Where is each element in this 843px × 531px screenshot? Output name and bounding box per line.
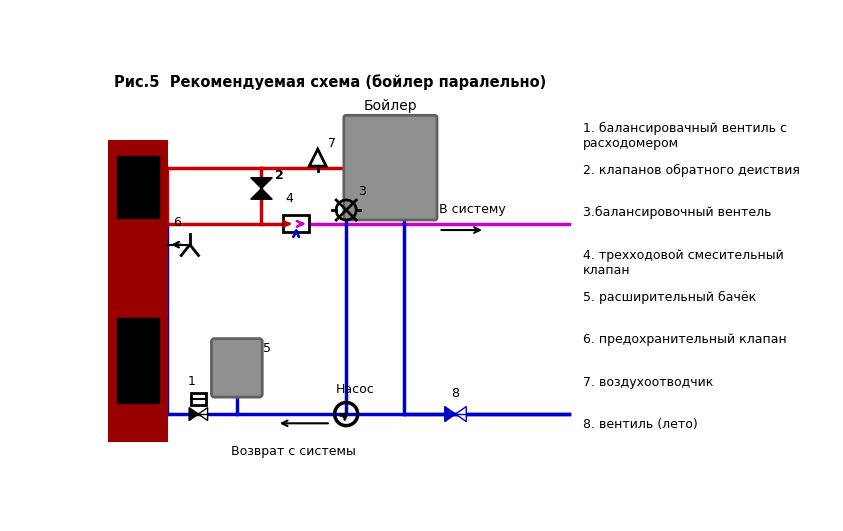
Polygon shape [445,407,455,422]
Polygon shape [189,408,198,421]
Text: Возврат с системы: Возврат с системы [231,445,357,458]
Text: 3: 3 [358,185,367,198]
Text: В систему: В систему [438,203,505,216]
Text: 5: 5 [263,341,271,355]
FancyBboxPatch shape [212,339,262,397]
Text: 2: 2 [276,169,284,182]
Text: Рис.5  Рекомендуемая схема (бойлер паралельно): Рис.5 Рекомендуемая схема (бойлер парале… [114,74,546,90]
Text: Насос: Насос [336,382,374,396]
Text: Бойлер: Бойлер [363,99,417,113]
Bar [109,141,167,441]
Text: 6. предохранительный клапан: 6. предохранительный клапан [583,333,787,346]
Text: 8: 8 [451,387,459,400]
Text: 3.балансировочный вентель: 3.балансировочный вентель [583,206,772,219]
Polygon shape [309,149,326,166]
Text: 7. воздухоотводчик: 7. воздухоотводчик [583,375,714,389]
Text: 1. балансировачный вентиль с
расходомером: 1. балансировачный вентиль с расходомеро… [583,122,787,150]
FancyBboxPatch shape [344,115,437,220]
Polygon shape [455,407,466,422]
Text: 5. расширительный бачёк: 5. расширительный бачёк [583,291,757,304]
Text: 4. трехходовой смесительный
клапан: 4. трехходовой смесительный клапан [583,249,784,277]
Polygon shape [250,189,272,199]
Text: 8. вентиль (лето): 8. вентиль (лето) [583,418,698,431]
Bar [116,156,159,218]
Polygon shape [250,178,272,189]
Bar [191,392,206,405]
Text: 6: 6 [173,216,180,229]
Text: 7: 7 [329,137,336,150]
Polygon shape [198,408,207,421]
Text: 1: 1 [187,375,196,388]
Bar [283,216,309,233]
Text: 2. клапанов обратного деиствия: 2. клапанов обратного деиствия [583,164,800,177]
Bar [116,318,159,402]
Text: 4: 4 [285,192,293,205]
